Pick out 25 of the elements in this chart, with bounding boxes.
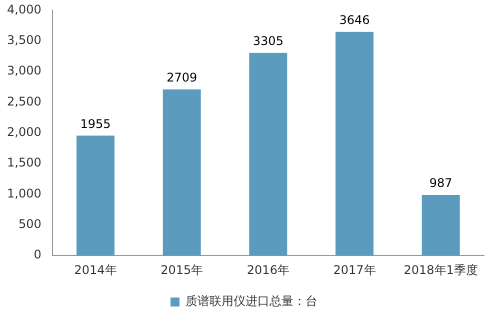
data-label: 3646 [339,13,370,28]
y-tick-label: 4,000 [6,2,42,16]
y-tick-label: 3,500 [6,33,42,47]
y-tick-label: 1,000 [6,186,42,200]
x-tick-label: 2018年1季度 [404,262,478,277]
bar [76,136,115,256]
y-tick-label: 2,500 [6,94,42,108]
y-tick-label: 2,000 [6,125,42,140]
x-tick-label: 2017年 [333,262,376,277]
y-tick-label: 0 [34,248,42,262]
legend-label: 质谱联用仪进口总量：台 [186,294,318,308]
bar [422,195,460,256]
bar [249,52,288,256]
data-label: 2709 [166,70,198,85]
data-label: 3305 [252,34,284,48]
y-tick-label: 3,000 [6,64,42,78]
x-tick-label: 2015年 [160,262,204,277]
y-tick-label: 1,500 [6,156,42,170]
x-tick-label: 2014年 [74,262,117,277]
data-label: 987 [429,176,452,190]
x-tick-label: 2016年 [246,262,290,277]
data-label: 1955 [80,116,111,131]
bar [336,32,374,256]
y-tick-label: 500 [18,217,42,232]
bar [162,89,201,256]
